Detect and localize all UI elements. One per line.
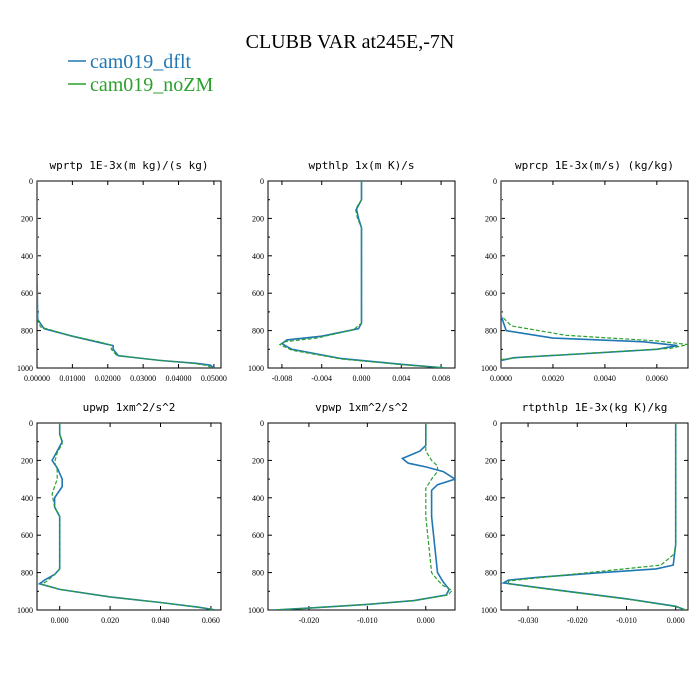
y-tick-label: 400: [252, 252, 264, 261]
y-tick-label: 400: [252, 494, 264, 503]
y-tick-label: 800: [252, 569, 264, 578]
panel-title: wprtp 1E-3x(m kg)/(s kg): [50, 159, 209, 172]
x-tick-label: -0.010: [357, 616, 378, 625]
y-tick-label: 800: [485, 327, 497, 336]
series-line-cam019-nozm: [278, 181, 447, 368]
panel-3: wprcp 1E-3x(m/s) (kg/kg) 0 200 400 600 800 100…: [481, 159, 689, 383]
y-tick-label: 800: [21, 327, 33, 336]
y-tick-label: 800: [252, 327, 264, 336]
plot-frame: [267, 422, 456, 611]
x-tick-label: -0.004: [311, 374, 332, 383]
y-tick-label: 200: [252, 214, 264, 223]
y-tick-label: 400: [21, 494, 33, 503]
x-tick-label: 0.008: [432, 374, 450, 383]
x-tick-label: 0.004: [392, 374, 410, 383]
x-tick-label: 0.000: [51, 616, 69, 625]
series-line-cam019-dflt: [37, 423, 217, 610]
legend-label-cam019-nozm: cam019_noZM: [90, 74, 214, 96]
y-tick-label: 0: [29, 419, 33, 428]
series-line-cam019-dflt: [273, 423, 455, 610]
y-tick-label: 1000: [248, 364, 264, 373]
panel-title: rtpthlp 1E-3x(kg K)/kg: [522, 401, 668, 414]
x-tick-label: 0.0060: [646, 374, 668, 383]
y-tick-label: 600: [252, 289, 264, 298]
x-tick-label: 0.0000: [490, 374, 512, 383]
y-tick-label: 0: [260, 419, 264, 428]
y-tick-label: 400: [485, 494, 497, 503]
y-tick-label: 200: [21, 456, 33, 465]
y-tick-label: 600: [485, 531, 497, 540]
x-tick-label: 0.0040: [594, 374, 616, 383]
plot-frame: [36, 180, 222, 369]
series-line-cam019-dflt: [280, 181, 447, 368]
x-tick-label: 0.00000: [24, 374, 50, 383]
x-tick-label: 0.020: [101, 616, 119, 625]
y-tick-label: 1000: [17, 364, 33, 373]
panel-title: vpwp 1xm^2/s^2: [315, 401, 408, 414]
x-tick-label: 0.000: [667, 616, 685, 625]
y-tick-label: 0: [29, 177, 33, 186]
series-line-cam019-nozm: [501, 181, 688, 368]
plot-frame: [500, 422, 689, 611]
y-tick-label: 800: [485, 569, 497, 578]
x-tick-label: 0.000: [417, 616, 435, 625]
y-tick-label: 1000: [248, 606, 264, 615]
x-tick-label: 0.000: [353, 374, 371, 383]
x-tick-label: -0.030: [518, 616, 539, 625]
x-tick-label: 0.03000: [130, 374, 156, 383]
figure-title: CLUBB VAR at245E,-7N: [246, 31, 455, 53]
x-tick-label: -0.020: [299, 616, 320, 625]
series-line-cam019-nozm: [273, 423, 454, 610]
panel-4: upwp 1xm^2/s^2 0 200 400 600 800 1000 0.000 0.02…: [17, 401, 222, 625]
y-tick-label: 1000: [17, 606, 33, 615]
series-line-cam019-nozm: [40, 423, 217, 610]
series-line-cam019-dflt: [37, 181, 215, 368]
y-tick-label: 0: [260, 177, 264, 186]
panel-6: rtpthlp 1E-3x(kg K)/kg 0 200 400 600 800 1000 -…: [481, 401, 689, 625]
legend-label-cam019-dflt: cam019_dflt: [90, 51, 192, 73]
legend: cam019_dflt cam019_noZM: [68, 51, 214, 96]
y-tick-label: 800: [21, 569, 33, 578]
y-tick-label: 200: [21, 214, 33, 223]
x-tick-label: -0.010: [616, 616, 637, 625]
series-line-cam019-dflt: [501, 423, 686, 610]
y-tick-label: 1000: [481, 606, 497, 615]
x-tick-label: -0.008: [272, 374, 293, 383]
y-tick-label: 200: [485, 214, 497, 223]
y-tick-label: 0: [493, 177, 497, 186]
y-tick-label: 0: [493, 419, 497, 428]
panel-5: vpwp 1xm^2/s^2 0 200 400 600 800 1000 -0.020 -0.…: [248, 401, 456, 625]
y-tick-label: 600: [485, 289, 497, 298]
x-tick-label: 0.040: [152, 616, 170, 625]
x-tick-label: 0.0020: [542, 374, 564, 383]
x-tick-label: -0.020: [567, 616, 588, 625]
panel-title: upwp 1xm^2/s^2: [83, 401, 176, 414]
series-line-cam019-nozm: [37, 181, 213, 368]
series-line-cam019-nozm: [507, 423, 686, 610]
y-tick-label: 200: [252, 456, 264, 465]
y-tick-label: 600: [21, 289, 33, 298]
plot-frame: [36, 422, 222, 611]
y-tick-label: 600: [21, 531, 33, 540]
y-tick-label: 600: [252, 531, 264, 540]
x-tick-label: 0.02000: [95, 374, 121, 383]
x-tick-label: 0.04000: [166, 374, 192, 383]
x-tick-label: 0.05000: [201, 374, 227, 383]
panel-1: wprtp 1E-3x(m kg)/(s kg) 0 200 400 600 800 100…: [17, 159, 227, 383]
x-tick-label: 0.01000: [59, 374, 85, 383]
panels: wprtp 1E-3x(m kg)/(s kg) 0 200 400 600 800 100…: [17, 159, 689, 625]
panel-2: wpthlp 1x(m K)/s 0 200 400 600 800 1000 -0.008 -…: [248, 159, 456, 383]
y-tick-label: 400: [21, 252, 33, 261]
panel-title: wprcp 1E-3x(m/s) (kg/kg): [515, 159, 674, 172]
panel-title: wpthlp 1x(m K)/s: [309, 159, 415, 172]
y-tick-label: 200: [485, 456, 497, 465]
y-tick-label: 400: [485, 252, 497, 261]
y-tick-label: 1000: [481, 364, 497, 373]
x-tick-label: 0.060: [202, 616, 220, 625]
